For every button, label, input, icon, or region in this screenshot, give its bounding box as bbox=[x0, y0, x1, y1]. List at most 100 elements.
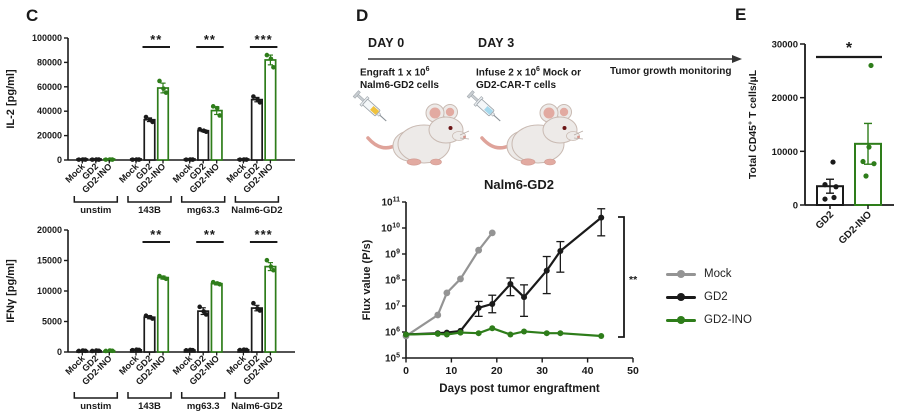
panel-d-label: D bbox=[356, 6, 369, 25]
data-dot bbox=[271, 267, 276, 273]
group-label: mg63.3 bbox=[187, 205, 220, 216]
bar bbox=[250, 307, 263, 353]
panel-e-label: E bbox=[735, 5, 747, 24]
y-axis-label: Flux value (P/s) bbox=[361, 239, 373, 320]
mouse-day3-illustration bbox=[466, 90, 584, 166]
bar bbox=[250, 98, 263, 161]
data-dot bbox=[76, 348, 82, 354]
mouse-eye bbox=[448, 126, 453, 130]
data-dot bbox=[255, 306, 260, 311]
data-dot bbox=[264, 52, 270, 58]
data-dot bbox=[157, 78, 162, 84]
y-tick-label: 0 bbox=[793, 201, 798, 212]
data-dot bbox=[197, 126, 202, 132]
data-dot bbox=[201, 128, 206, 134]
group-bracket bbox=[73, 392, 119, 399]
syringe-icon bbox=[352, 90, 387, 122]
bar bbox=[143, 316, 156, 353]
data-dot bbox=[214, 281, 220, 286]
data-dot bbox=[866, 144, 872, 150]
data-dot bbox=[94, 348, 99, 353]
y-tick-label: 80000 bbox=[37, 57, 62, 67]
syringe-liquid bbox=[484, 106, 494, 115]
panel-c-label: C bbox=[26, 6, 39, 25]
y-axis-label: IL-2 [pg/ml] bbox=[5, 69, 17, 129]
group-label: unstim bbox=[80, 401, 111, 412]
data-dot bbox=[147, 117, 153, 123]
y-axis-label: IFNγ [pg/ml] bbox=[5, 259, 17, 323]
monitoring-caption: Tumor growth monitoring bbox=[610, 66, 732, 77]
data-dot bbox=[860, 158, 866, 165]
legend-item-label: GD2 bbox=[704, 291, 728, 303]
flux-line-chart: 0 10 20 30 40 50 105 106 107 108 109 1010 1011 Days p… bbox=[361, 197, 639, 396]
y-tick-label: 108 bbox=[385, 275, 400, 287]
x-tick-label: 20 bbox=[491, 365, 503, 377]
data-dot bbox=[255, 96, 260, 102]
data-dot bbox=[187, 157, 193, 162]
data-point bbox=[507, 281, 514, 288]
legend: Mock GD2 GD2-INO bbox=[666, 268, 752, 326]
x-tick-label: 40 bbox=[582, 365, 594, 377]
significance-stars: * bbox=[846, 40, 853, 57]
data-dot bbox=[871, 161, 877, 167]
syringe-icon bbox=[466, 90, 501, 122]
x-tick-label: 30 bbox=[536, 365, 548, 377]
data-point bbox=[598, 333, 605, 340]
data-dot bbox=[237, 157, 243, 162]
data-dot bbox=[251, 300, 256, 306]
series-line-Mock bbox=[405, 232, 494, 337]
y-tick-label: 20000 bbox=[37, 131, 62, 141]
data-point bbox=[457, 329, 464, 336]
mouse-eye bbox=[562, 126, 567, 130]
data-point bbox=[557, 248, 564, 255]
bar bbox=[156, 276, 170, 353]
legend-item-label: GD2-INO bbox=[704, 314, 752, 326]
bar bbox=[210, 109, 223, 161]
data-dot bbox=[80, 348, 86, 353]
data-point bbox=[475, 246, 483, 254]
group-label: 143B bbox=[138, 401, 161, 412]
y-tick-label: 0 bbox=[57, 347, 62, 357]
y-tick-label: 15000 bbox=[37, 256, 62, 266]
syringe-needle bbox=[493, 114, 501, 122]
group-label: unstim bbox=[80, 205, 111, 216]
data-dot bbox=[868, 62, 874, 69]
data-dot bbox=[161, 275, 166, 280]
day0-label: DAY 0 bbox=[368, 36, 405, 50]
y-tick-label: 10000 bbox=[772, 147, 798, 158]
data-dot bbox=[214, 105, 220, 111]
y-tick-label: 105 bbox=[385, 353, 400, 365]
significance-stars: ** bbox=[150, 227, 162, 242]
data-dot bbox=[201, 309, 206, 314]
data-point bbox=[507, 331, 514, 338]
data-dot bbox=[197, 304, 202, 310]
data-point bbox=[488, 229, 496, 237]
data-point bbox=[543, 330, 550, 337]
bar bbox=[156, 87, 170, 161]
group-bracket bbox=[73, 196, 119, 203]
data-dot bbox=[103, 157, 109, 162]
data-dot bbox=[147, 314, 153, 320]
data-point bbox=[521, 328, 528, 335]
y-tick-label: 20000 bbox=[772, 93, 798, 104]
bar bbox=[264, 265, 277, 353]
group-bracket bbox=[127, 196, 172, 203]
data-dot bbox=[187, 347, 193, 353]
data-dot bbox=[157, 273, 162, 279]
data-dot bbox=[264, 257, 270, 263]
data-dot bbox=[268, 56, 274, 62]
x-tick-label: 10 bbox=[446, 365, 458, 377]
data-dot bbox=[251, 94, 256, 99]
data-point bbox=[443, 331, 450, 338]
group-bracket bbox=[180, 392, 226, 399]
data-dot bbox=[833, 184, 839, 190]
data-dot bbox=[163, 90, 169, 95]
y-axis-label: Total CD45+ T cells/µL bbox=[747, 69, 759, 179]
data-point bbox=[521, 294, 528, 301]
day3-label: DAY 3 bbox=[478, 36, 515, 50]
data-point bbox=[489, 325, 496, 332]
group-label: 143B bbox=[138, 205, 161, 216]
y-tick-label: 0 bbox=[57, 155, 62, 165]
y-tick-label: 1011 bbox=[381, 197, 400, 209]
significance-stars: *** bbox=[255, 32, 273, 47]
